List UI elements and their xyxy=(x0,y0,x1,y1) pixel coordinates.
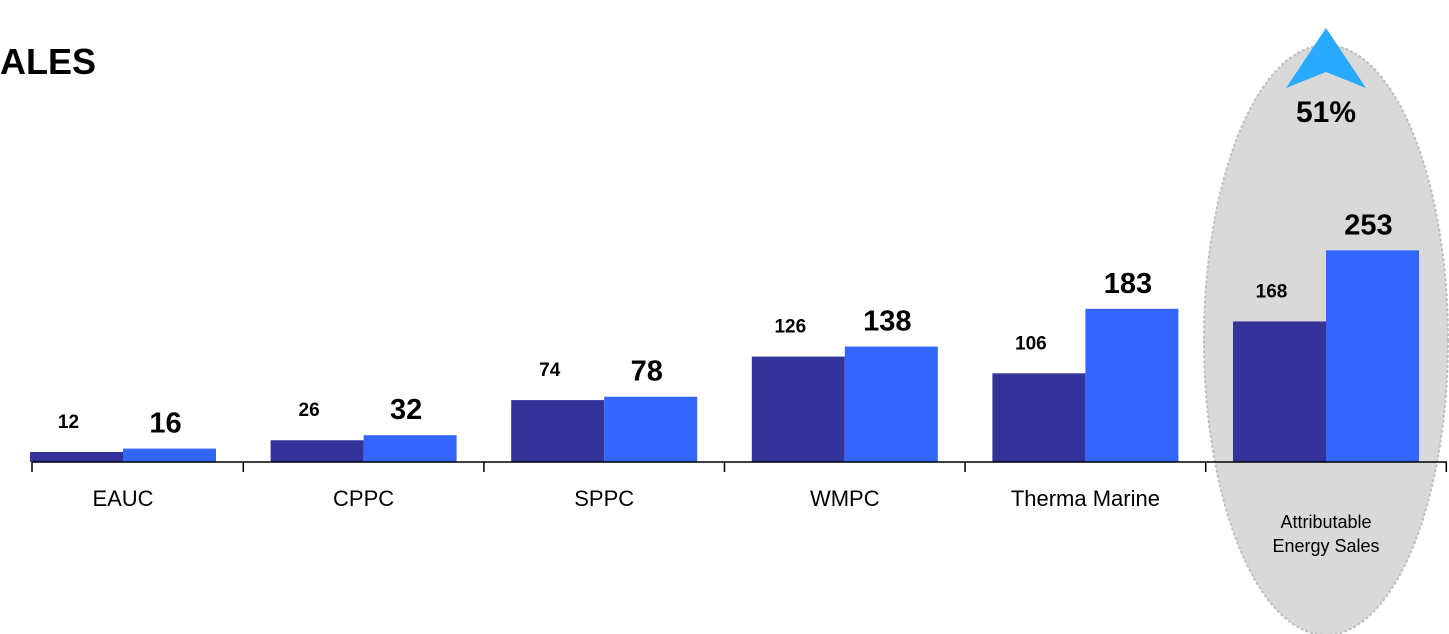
bar xyxy=(1233,321,1326,462)
x-tick-label: Therma Marine xyxy=(1010,486,1160,511)
bar xyxy=(844,346,938,462)
bar xyxy=(1326,250,1419,462)
value-label: 16 xyxy=(149,408,181,440)
value-label: 74 xyxy=(539,360,561,381)
x-tick-label: EAUC xyxy=(92,486,154,511)
bar xyxy=(992,373,1086,462)
value-label: 126 xyxy=(774,317,806,338)
value-label: 168 xyxy=(1256,281,1288,302)
value-label: 106 xyxy=(1015,333,1047,354)
x-tick-label: WMPC xyxy=(809,486,880,511)
value-label: 26 xyxy=(299,400,320,421)
bar xyxy=(270,440,364,462)
value-label: 32 xyxy=(390,394,422,426)
x-tick-label: Attributable Energy Sales xyxy=(1272,512,1380,556)
x-tick-label: CPPC xyxy=(333,486,395,511)
bar xyxy=(30,451,123,462)
value-label: 253 xyxy=(1344,209,1392,241)
bar xyxy=(363,435,457,462)
bar xyxy=(511,400,605,462)
value-label: 138 xyxy=(863,306,911,338)
bar xyxy=(751,356,845,462)
value-label: 78 xyxy=(631,356,663,388)
value-label: 12 xyxy=(58,412,79,433)
value-label: 183 xyxy=(1104,268,1152,300)
bar xyxy=(1085,308,1179,462)
up-arrow xyxy=(1286,28,1366,88)
growth-annotation: 51% xyxy=(1296,96,1356,129)
bar xyxy=(123,448,216,462)
bar xyxy=(604,396,698,462)
chart-title: ALES xyxy=(0,41,96,82)
x-tick-label: SPPC xyxy=(574,486,635,511)
